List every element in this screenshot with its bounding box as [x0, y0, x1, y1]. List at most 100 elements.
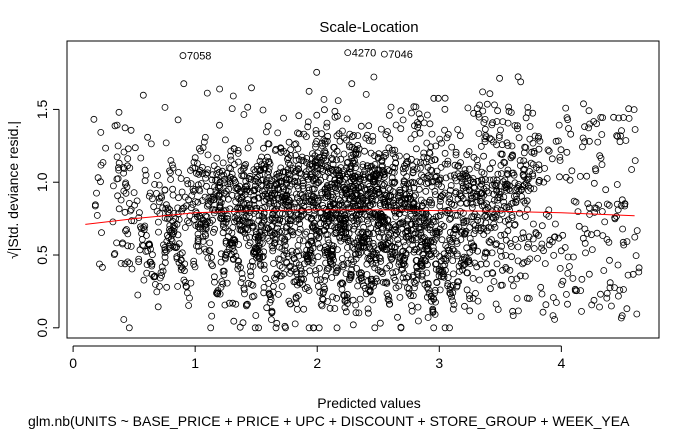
- residual-point: [501, 176, 509, 184]
- residual-point: [234, 149, 242, 157]
- residual-point: [432, 142, 440, 150]
- residual-point: [287, 262, 294, 270]
- residual-point: [194, 213, 201, 221]
- residual-point: [313, 68, 321, 76]
- residual-point: [348, 261, 356, 269]
- residual-point: [368, 195, 376, 203]
- residual-point: [151, 280, 159, 288]
- residual-point: [325, 239, 333, 247]
- residual-point: [479, 107, 487, 115]
- residual-point: [480, 225, 488, 232]
- residual-point: [449, 270, 457, 278]
- x-axis-label: Predicted values: [317, 395, 421, 411]
- residual-point: [469, 274, 477, 282]
- residual-point: [296, 225, 304, 233]
- smoother-line: [85, 209, 635, 225]
- residual-point: [588, 246, 596, 254]
- residual-point: [178, 188, 186, 196]
- residual-point: [508, 214, 516, 222]
- residual-point: [272, 275, 280, 283]
- residual-point: [621, 202, 629, 210]
- residual-point: [365, 286, 373, 294]
- residual-point: [286, 182, 294, 190]
- residual-point: [485, 238, 493, 245]
- residual-point: [322, 149, 330, 157]
- residual-point: [232, 184, 240, 192]
- residual-point: [204, 254, 212, 262]
- residual-point: [282, 186, 290, 194]
- residual-point: [363, 217, 371, 225]
- residual-point: [423, 139, 431, 147]
- residual-point: [206, 239, 214, 247]
- residual-point: [632, 252, 640, 260]
- residual-point: [480, 231, 488, 238]
- residual-point: [424, 280, 432, 288]
- residual-point: [394, 236, 402, 244]
- residual-point: [532, 230, 540, 238]
- residual-point: [236, 216, 243, 224]
- residual-point: [207, 301, 215, 309]
- residual-point: [433, 172, 441, 180]
- residual-point: [610, 113, 617, 121]
- residual-point: [252, 312, 260, 319]
- residual-point: [488, 121, 496, 129]
- residual-point: [158, 263, 166, 271]
- residual-point: [235, 257, 243, 265]
- residual-point: [220, 189, 228, 197]
- residual-point: [148, 262, 156, 270]
- residual-point: [201, 230, 209, 238]
- residual-point: [440, 222, 448, 230]
- residual-point: [545, 241, 553, 249]
- residual-point: [115, 159, 123, 167]
- residual-point: [538, 240, 546, 248]
- residual-point: [530, 220, 537, 228]
- residual-point: [493, 205, 501, 213]
- residual-point: [242, 187, 250, 195]
- residual-point: [382, 151, 390, 159]
- residual-point: [257, 223, 265, 231]
- residual-point: [410, 278, 418, 286]
- residual-point: [376, 220, 384, 228]
- residual-points: [90, 68, 643, 332]
- residual-point: [446, 289, 454, 297]
- residual-point: [365, 237, 373, 245]
- residual-point: [503, 139, 511, 147]
- residual-point: [338, 285, 346, 293]
- residual-point: [357, 122, 365, 130]
- residual-point: [117, 196, 125, 204]
- residual-point: [419, 235, 427, 243]
- residual-point: [463, 286, 471, 294]
- residual-point: [121, 124, 129, 132]
- residual-point: [255, 324, 263, 332]
- residual-point: [450, 301, 458, 309]
- residual-point: [506, 187, 514, 195]
- residual-point: [431, 286, 439, 294]
- residual-point: [394, 227, 402, 235]
- residual-point: [473, 163, 481, 171]
- residual-point: [124, 242, 132, 250]
- residual-point: [224, 180, 232, 188]
- residual-point: [491, 101, 498, 109]
- residual-point: [525, 233, 533, 241]
- residual-point: [384, 216, 392, 224]
- residual-point: [505, 103, 513, 111]
- residual-point: [465, 165, 473, 173]
- residual-point: [438, 236, 446, 244]
- residual-point: [388, 243, 396, 251]
- residual-point: [432, 260, 439, 268]
- residual-point: [389, 188, 397, 196]
- residual-point: [322, 156, 330, 164]
- residual-point: [631, 157, 639, 165]
- residual-point: [520, 157, 528, 165]
- residual-point: [342, 228, 350, 236]
- residual-point: [482, 176, 490, 184]
- residual-point: [432, 227, 440, 235]
- residual-point: [497, 206, 505, 214]
- residual-point: [258, 161, 265, 169]
- residual-point: [283, 149, 291, 157]
- residual-point: [310, 223, 317, 231]
- residual-point: [438, 183, 445, 191]
- residual-point: [310, 324, 318, 332]
- residual-point: [285, 176, 293, 184]
- residual-point: [139, 91, 147, 99]
